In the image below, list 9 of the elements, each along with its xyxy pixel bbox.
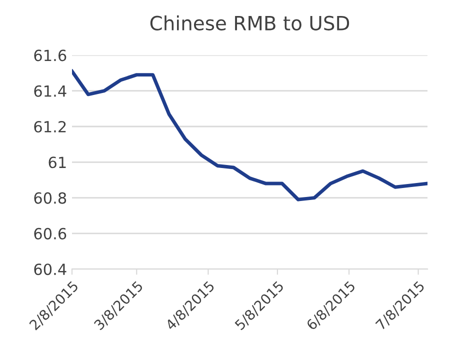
y-tick-label: 61.4 <box>34 85 66 97</box>
chart-title: Chinese RMB to USD <box>150 15 350 30</box>
y-tick-label: 60.6 <box>34 228 66 240</box>
line-series <box>72 70 428 202</box>
y-tick-label: 60.8 <box>34 192 66 204</box>
y-tick-label: 61 <box>48 156 66 168</box>
y-tick-label: 60.4 <box>34 264 66 276</box>
y-tick-label: 61.6 <box>34 50 66 62</box>
y-tick-label: 61.2 <box>34 120 66 133</box>
